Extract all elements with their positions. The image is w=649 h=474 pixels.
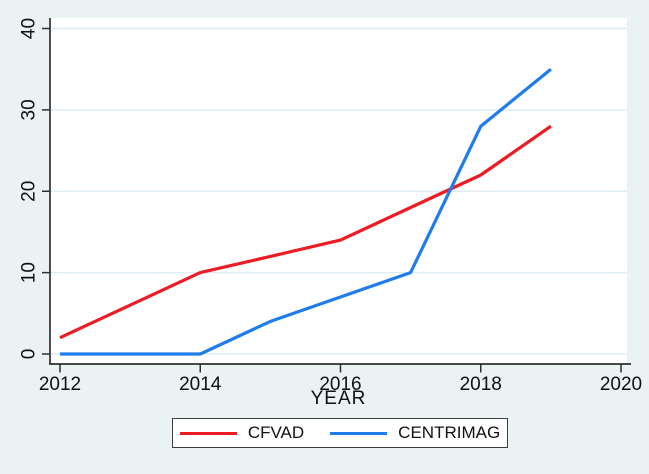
y-tick-label-30: 30 [19, 99, 40, 120]
x-tick-label-2012: 2012 [39, 374, 81, 395]
y-tick-label-0: 0 [19, 349, 40, 360]
y-tick-label-20: 20 [19, 181, 40, 202]
series-line-cfvad [59, 124, 552, 340]
series-lines [59, 67, 552, 356]
tick-marks [42, 27, 622, 373]
tick-labels: 0 10 20 30 40 2012 2014 2016 2018 2020 [19, 18, 643, 395]
legend-swatch-cfvad [179, 431, 237, 435]
y-tick-label-40: 40 [19, 18, 40, 39]
legend-label-cfvad: CFVAD [247, 423, 305, 442]
legend-swatch-centrimag [330, 431, 388, 435]
legend-label-centrimag: CENTRIMAG [398, 423, 501, 442]
x-tick-label-2016: 2016 [319, 374, 361, 395]
series-line-centrimag [60, 67, 552, 356]
x-axis-title: YEAR [310, 388, 367, 409]
x-tick-label-2018: 2018 [460, 374, 502, 395]
y-tick-label-10: 10 [19, 262, 40, 283]
legend: CFVAD CENTRIMAG [172, 418, 508, 448]
x-tick-label-2020: 2020 [600, 374, 642, 395]
x-tick-label-2014: 2014 [179, 374, 222, 395]
